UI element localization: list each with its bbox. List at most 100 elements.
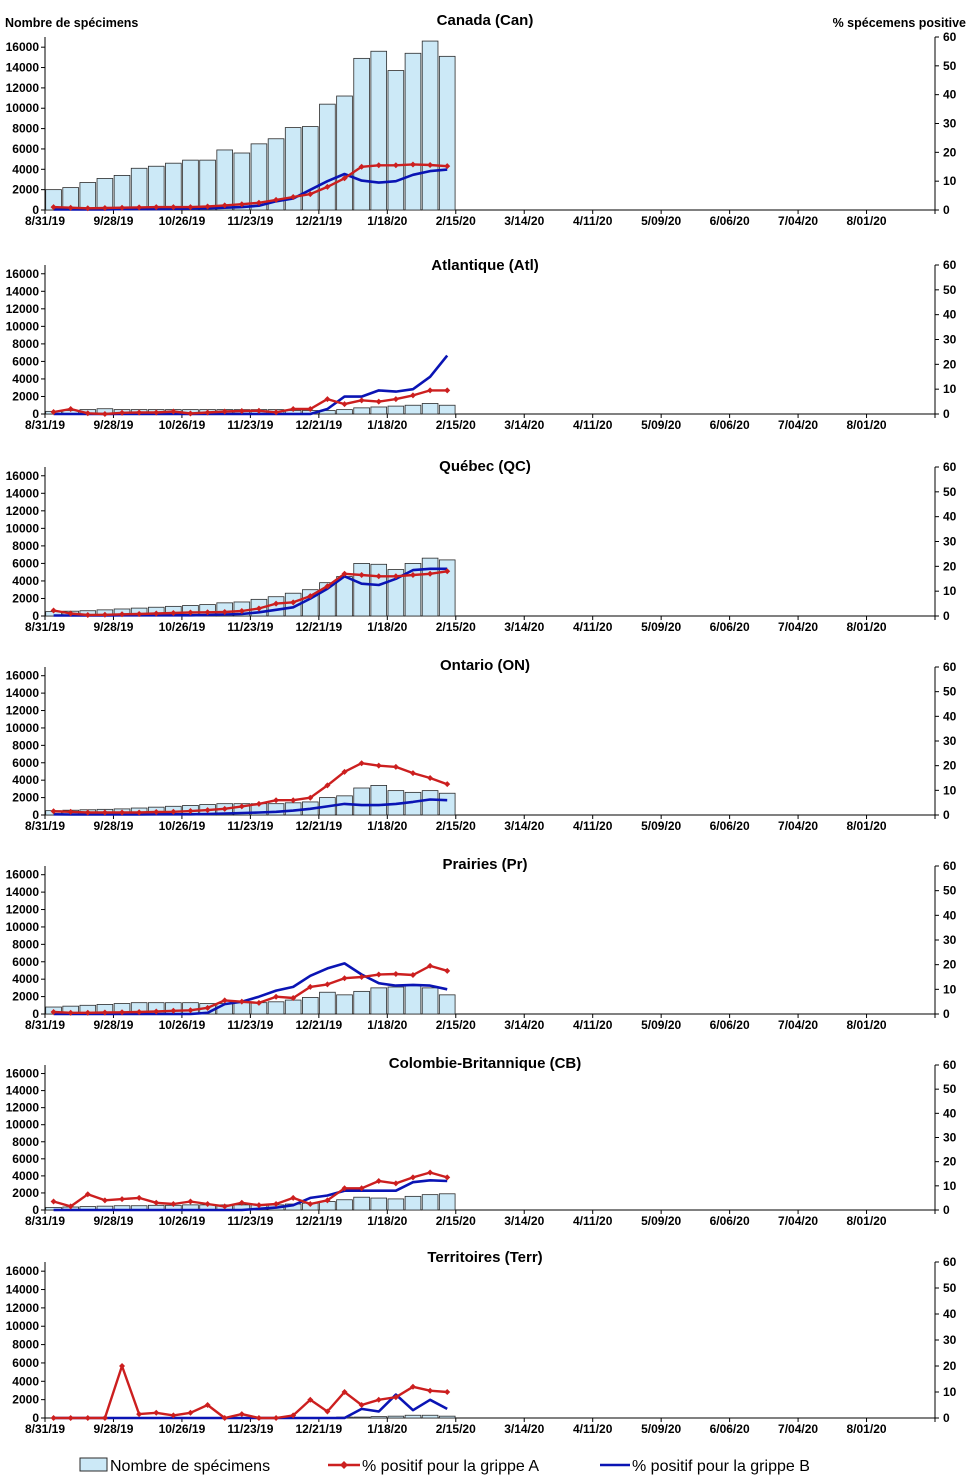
left-tick-label: 10000: [6, 920, 40, 934]
flu-a-point: [444, 1389, 451, 1395]
x-tick-label: 6/06/20: [710, 1214, 750, 1228]
specimen-bar: [404, 984, 422, 1015]
specimen-bar: [387, 70, 405, 211]
flu-a-point: [290, 797, 297, 804]
x-tick-label: 11/23/19: [227, 819, 273, 833]
flu-a-point: [273, 196, 280, 203]
flu-a-point: [50, 409, 57, 416]
left-tick-label: 2000: [12, 591, 39, 605]
right-tick-label: 10: [943, 382, 957, 396]
flu-a-point: [307, 593, 314, 600]
x-tick-label: 2/15/20: [436, 1422, 476, 1436]
left-tick-label: 6000: [12, 955, 39, 969]
flu-a-point: [358, 974, 365, 980]
specimen-bar: [421, 1194, 439, 1211]
x-tick-label: 7/04/20: [778, 214, 818, 228]
panel-6: Colombie-Britannique (CB) 0 2000 4000 6000 80…: [6, 1055, 957, 1228]
flu-a-point: [238, 1411, 245, 1418]
specimen-bar: [387, 405, 405, 415]
flu-a-point: [187, 808, 194, 815]
specimen-bar: [421, 557, 439, 617]
x-tick-label: 3/14/20: [504, 1214, 544, 1228]
left-tick-label: 12000: [6, 1301, 40, 1315]
flu-a-point: [255, 199, 262, 206]
panel-7: Territoires (Terr) 0 2000 4000 6000 8000 10000…: [6, 1249, 957, 1436]
left-tick-label: 6000: [12, 1356, 39, 1370]
left-tick-label: 4000: [12, 972, 39, 986]
x-tick-label: 3/14/20: [504, 214, 544, 228]
flu-a-point: [136, 1009, 143, 1016]
flu-a-point: [119, 1196, 126, 1203]
right-tick-label: 30: [943, 333, 957, 347]
flu-a-point: [358, 1185, 365, 1192]
specimen-bar: [216, 149, 233, 211]
left-tick-label: 12000: [6, 504, 40, 518]
flu-a-point: [101, 611, 108, 618]
flu-a-point: [153, 1409, 160, 1416]
left-tick-label: 14000: [6, 885, 40, 899]
flu-a-point: [84, 1191, 91, 1198]
specimen-bar: [438, 792, 456, 816]
x-tick-label: 2/15/20: [436, 214, 476, 228]
left-tick-label: 6000: [12, 756, 39, 770]
left-tick-label: 6000: [12, 354, 39, 368]
flu-a-point: [153, 204, 160, 211]
left-tick-label: 16000: [6, 669, 40, 683]
x-tick-label: 4/11/20: [573, 819, 613, 833]
flu-a-point: [221, 609, 228, 616]
flu-a-line: [53, 1171, 448, 1208]
right-tick-label: 40: [943, 1106, 957, 1120]
flu-a-point: [238, 803, 245, 810]
flu-a-line: [53, 389, 448, 416]
flu-a-point: [67, 1415, 74, 1421]
left-tick-label: 14000: [6, 61, 40, 75]
flu-a-point: [50, 1009, 57, 1016]
flu-a-point: [392, 763, 399, 770]
x-tick-label: 1/18/20: [367, 819, 407, 833]
flu-a-point: [255, 605, 262, 612]
specimen-bar: [199, 159, 216, 211]
flu-a-point: [307, 191, 314, 198]
specimen-bar: [353, 1416, 370, 1419]
flu-a-point: [341, 570, 348, 577]
flu-a-point: [136, 409, 143, 416]
left-tick-label: 10000: [6, 1118, 40, 1132]
flu-a-point: [50, 808, 57, 815]
right-tick-label: 60: [943, 258, 957, 272]
left-tick-label: 6000: [12, 142, 39, 156]
flu-a-point: [427, 1387, 434, 1394]
flu-a-point: [427, 1169, 434, 1176]
flu-a-point: [255, 1415, 262, 1421]
flu-a-point: [307, 794, 314, 801]
flu-b-line: [53, 1179, 448, 1212]
x-tick-label: 8/31/19: [25, 418, 65, 432]
x-tick-label: 9/28/19: [93, 418, 133, 432]
x-tick-label: 11/23/19: [227, 214, 273, 228]
x-tick-label: 9/28/19: [93, 1018, 133, 1032]
specimen-bar: [233, 152, 251, 211]
flu-a-point: [84, 809, 91, 816]
flu-a-point: [255, 407, 262, 414]
left-tick-label: 0: [32, 1411, 39, 1425]
flu-a-point: [204, 609, 211, 616]
left-tick-label: 2000: [12, 990, 39, 1004]
left-tick-label: 12000: [6, 81, 40, 95]
left-tick-label: 2000: [12, 791, 39, 805]
right-tick-label: 30: [943, 1333, 957, 1347]
left-tick-label: 12000: [6, 1101, 40, 1115]
flu-a-point: [409, 392, 416, 399]
flu-a-point: [307, 983, 314, 990]
flu-a-point: [290, 994, 297, 1001]
right-tick-label: 60: [943, 859, 957, 873]
x-tick-label: 11/23/19: [227, 1422, 273, 1436]
left-tick-label: 2000: [12, 1186, 39, 1200]
specimen-bar: [147, 165, 165, 211]
specimen-bar: [182, 159, 199, 211]
flu-a-point: [392, 1180, 399, 1187]
right-tick-label: 20: [943, 357, 957, 371]
flu-a-point: [444, 387, 451, 394]
right-tick-label: 10: [943, 1179, 957, 1193]
flu-a-point: [136, 1411, 143, 1418]
flu-a-point: [221, 1415, 228, 1421]
